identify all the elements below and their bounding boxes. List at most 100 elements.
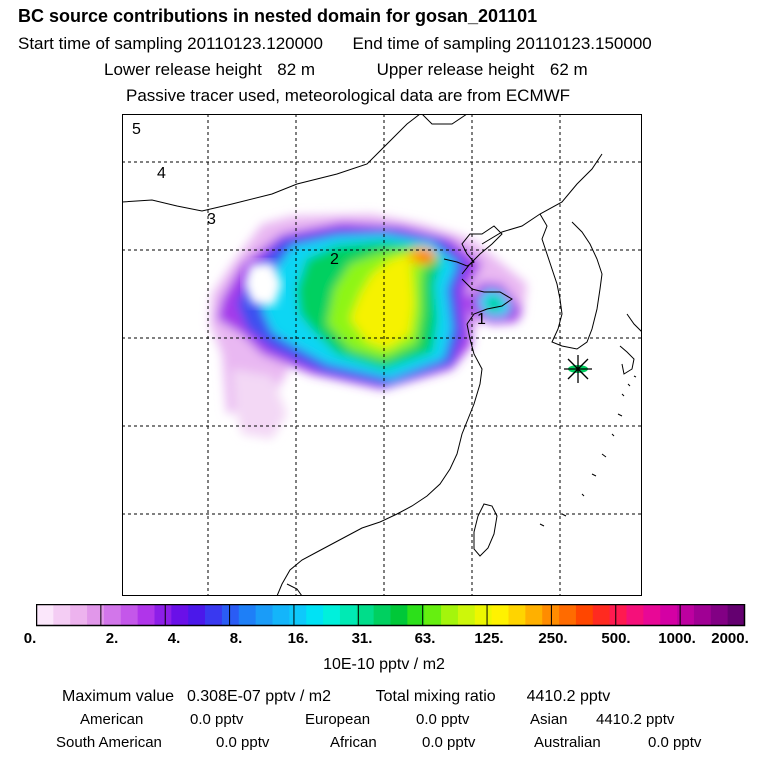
- colorbar-cell: [491, 604, 509, 626]
- colorbar-tick-63: 63.: [414, 630, 436, 647]
- colorbar-cell: [474, 604, 493, 626]
- end-time-value: 20110123.150000: [515, 34, 652, 53]
- colorbar-cell: [356, 604, 375, 626]
- contour-label-5: 5: [132, 121, 141, 138]
- colorbar-tick-8: 8.: [229, 630, 243, 647]
- colorbar-cell: [103, 604, 122, 626]
- plume-hotspot-red: [419, 253, 431, 261]
- colorbar-cell: [87, 604, 105, 626]
- colorbar-cell: [390, 604, 408, 626]
- colorbar-cell: [53, 604, 71, 626]
- colorbar-cell: [727, 604, 745, 626]
- plume-field: [210, 214, 527, 439]
- colorbar-cell: [120, 604, 139, 626]
- colorbar-cell: [373, 604, 391, 626]
- colorbar-frame: [36, 604, 746, 627]
- colorbar-tick-2000: 2000.: [711, 630, 749, 647]
- colorbar-cell: [441, 604, 459, 626]
- region-value-asian: 4410.2 pptv: [596, 711, 675, 728]
- receptor-star-icon: [564, 355, 592, 383]
- colorbar-tick-4: 4.: [167, 630, 181, 647]
- colorbar-cell: [525, 604, 543, 626]
- colorbar-cell: [559, 604, 577, 626]
- region-value-african: 0.0 pptv: [422, 734, 476, 751]
- region-name-american: American: [80, 711, 144, 728]
- colorbar-cell: [188, 604, 206, 626]
- coast-shandong: [461, 278, 513, 325]
- colorbar-tick-500: 500.: [601, 630, 631, 647]
- colorbar-cell: [238, 604, 257, 626]
- colorbar-cell: [677, 604, 695, 626]
- colorbar-cell: [306, 604, 324, 626]
- border-manchuria: [421, 114, 468, 125]
- region-name-asian: Asian: [530, 711, 568, 728]
- plume-pocket: [244, 262, 282, 306]
- colorbar-tick-125: 125.: [474, 630, 504, 647]
- max-value-row: Maximum value 0.308E-07 pptv / m2 Total …: [62, 688, 610, 706]
- release-heights: Lower release height 82 m Upper release …: [104, 60, 588, 80]
- start-time-value: 20110123.120000: [187, 34, 323, 53]
- coast-hainan: [286, 583, 303, 596]
- colorbar-cell: [289, 604, 307, 626]
- colorbar-cell: [592, 604, 611, 626]
- colorbar-cell: [255, 604, 273, 626]
- colorbar-tick-0: 0.: [23, 630, 37, 647]
- colorbar-tick-16: 16.: [287, 630, 309, 647]
- region-value-australian: 0.0 pptv: [648, 734, 702, 751]
- colorbar-cell: [424, 604, 442, 626]
- colorbar-cell: [407, 604, 425, 626]
- upper-height-value: 62 m: [549, 60, 588, 79]
- coast-korea: [539, 213, 603, 350]
- colorbar-cell: [542, 604, 560, 626]
- total-mixing-label: Total mixing ratio: [375, 688, 496, 705]
- colorbar-tick-31: 31.: [351, 630, 373, 647]
- colorbar-cell: [575, 604, 594, 626]
- coast-bohai: [443, 225, 503, 275]
- colorbar-cell: [660, 604, 678, 626]
- plume-layer-yellow: [350, 254, 414, 349]
- tracer-note: Passive tracer used, meteorological data…: [126, 86, 571, 105]
- coast-east-china: [276, 323, 483, 596]
- region-name-south-american: South American: [56, 734, 162, 751]
- graticule: [122, 114, 642, 596]
- contour-label-1: 1: [477, 311, 486, 328]
- contour-label-3: 3: [207, 211, 216, 228]
- colorbar-cell: [508, 604, 526, 626]
- contour-label-4: 4: [157, 165, 166, 182]
- start-time-label: Start time of sampling: [18, 34, 183, 53]
- colorbar-cell: [339, 604, 358, 626]
- region-value-american: 0.0 pptv: [190, 711, 244, 728]
- map-frame: [122, 114, 642, 596]
- islands-ryukyu: [539, 375, 637, 527]
- colorbar-cell: [626, 604, 644, 626]
- colorbar-cell: [457, 604, 476, 626]
- lower-height-value: 82 m: [277, 60, 316, 79]
- colorbar-cell: [693, 604, 712, 626]
- upper-height-label: Upper release height: [376, 60, 535, 79]
- max-value-label: Maximum value: [62, 688, 175, 705]
- colorbar-cell: [272, 604, 290, 626]
- colorbar-tick-250: 250.: [538, 630, 568, 647]
- colorbar: [36, 604, 746, 627]
- colorbar-tick-2: 2.: [105, 630, 119, 647]
- region-value-european: 0.0 pptv: [416, 711, 470, 728]
- colorbar-cell: [609, 604, 627, 626]
- max-value: 0.308E-07 pptv / m2: [186, 688, 332, 705]
- colorbar-tick-1000: 1000.: [658, 630, 696, 647]
- lower-height-label: Lower release height: [104, 60, 262, 79]
- colorbar-cell: [710, 604, 729, 626]
- plot-title: BC source contributions in nested domain…: [18, 6, 538, 26]
- colorbar-cell: [154, 604, 172, 626]
- colorbar-cell: [171, 604, 189, 626]
- colorbar-cell: [137, 604, 155, 626]
- coast-taiwan: [473, 503, 498, 557]
- sampling-times: Start time of sampling 20110123.120000 E…: [18, 34, 652, 54]
- colorbar-cell: [323, 604, 341, 626]
- plume-south-tail: [232, 369, 287, 439]
- coast-japan-kyushu: [619, 345, 635, 375]
- coastlines: [122, 114, 642, 596]
- total-mixing-value: 4410.2 pptv: [526, 688, 611, 705]
- region-name-african: African: [330, 734, 377, 751]
- coast-japan-honshu: [626, 313, 642, 333]
- colorbar-cell: [205, 604, 223, 626]
